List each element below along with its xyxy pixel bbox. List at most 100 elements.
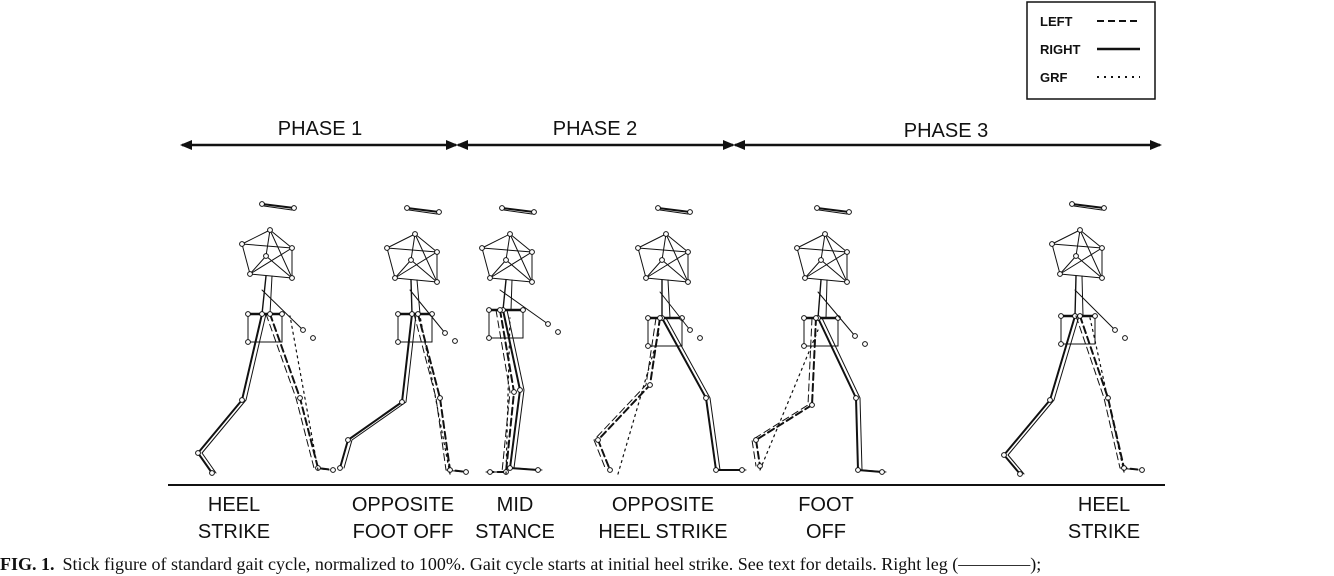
left-leg — [269, 313, 334, 471]
grf-vector — [289, 315, 319, 471]
event-6-line2: STRIKE — [1068, 521, 1140, 543]
thorax-segment — [386, 247, 396, 279]
left-leg-marker — [1077, 313, 1083, 319]
head-point — [1101, 205, 1107, 211]
spine-segment — [261, 275, 267, 315]
hand-marker — [852, 333, 858, 339]
thorax-marker — [1099, 245, 1105, 251]
left-leg-marker — [657, 315, 663, 321]
pelvis-marker — [486, 335, 492, 341]
thorax-segment — [505, 259, 533, 283]
pelvis-marker — [486, 307, 492, 313]
event-3-line2: STANCE — [475, 521, 555, 543]
thorax-segment — [645, 259, 663, 279]
phase-label-1: PHASE 1 — [278, 118, 362, 140]
thorax-marker — [434, 279, 440, 285]
right-leg-marker — [1017, 471, 1023, 477]
left-leg-marker — [437, 395, 443, 401]
right-leg-marker — [739, 467, 745, 473]
left-leg — [413, 313, 463, 473]
grf-vector — [759, 329, 819, 471]
left-leg — [1079, 315, 1143, 471]
thorax-segment — [820, 233, 826, 261]
left-leg-marker — [595, 437, 601, 443]
thorax-segment — [665, 233, 689, 253]
event-4-line1: OPPOSITE — [612, 494, 714, 516]
thorax-marker — [503, 257, 509, 263]
right-leg-marker — [399, 399, 405, 405]
event-1-line2: STRIKE — [198, 521, 270, 543]
legend-label-right: RIGHT — [1040, 42, 1081, 57]
thorax-marker — [794, 245, 800, 251]
arm-segment — [499, 289, 549, 325]
head-marker — [263, 205, 293, 211]
pelvis-marker — [279, 311, 285, 317]
thorax-segment — [1051, 243, 1103, 249]
left-leg-marker — [487, 469, 493, 475]
right-leg-marker — [1001, 452, 1007, 458]
thorax-segment — [269, 229, 293, 249]
stick-figure-6 — [1001, 201, 1145, 477]
arm-segment — [261, 289, 304, 331]
thorax-segment — [796, 247, 806, 279]
thorax-marker — [635, 245, 641, 251]
thorax-segment — [637, 233, 667, 249]
spine-segment — [667, 279, 671, 319]
event-6-line1: HEEL — [1078, 494, 1130, 516]
figure-caption-label: FIG. 1. — [0, 554, 55, 574]
stick-figure-3 — [479, 205, 561, 475]
left-leg-marker — [607, 467, 613, 473]
right-leg-marker — [345, 437, 351, 443]
right-leg-marker — [879, 469, 885, 475]
thorax-marker — [289, 275, 295, 281]
phase-label-3: PHASE 3 — [904, 120, 988, 142]
right-leg — [821, 317, 887, 473]
thorax-marker — [1049, 241, 1055, 247]
spine-segment — [410, 279, 413, 315]
thorax-segment — [269, 229, 293, 279]
thorax-segment — [414, 233, 438, 253]
arm-segment — [817, 291, 856, 337]
thorax-segment — [489, 277, 533, 283]
head-point — [291, 205, 297, 211]
right-leg — [1007, 315, 1080, 475]
right-leg — [197, 313, 263, 474]
event-3-line1: MID — [497, 494, 534, 516]
pelvis-marker — [645, 343, 651, 349]
head-marker — [261, 203, 295, 209]
left-leg — [597, 317, 661, 471]
thorax-marker — [267, 227, 273, 233]
thorax-segment — [241, 229, 271, 245]
thorax-segment — [394, 277, 438, 283]
head-marker — [657, 207, 691, 213]
thorax-segment — [509, 233, 533, 253]
elbow-marker — [310, 335, 316, 341]
right-leg — [201, 313, 267, 474]
pelvis-marker — [645, 315, 651, 321]
thorax-segment — [394, 259, 412, 279]
left-leg — [593, 317, 657, 471]
thorax-marker — [802, 275, 808, 281]
head-point — [499, 205, 505, 211]
grf-vector — [505, 317, 511, 475]
thorax-segment — [1059, 255, 1077, 275]
thorax-marker — [529, 249, 535, 255]
left-leg-marker — [511, 389, 517, 395]
arm-segment — [1074, 289, 1116, 331]
head-marker — [1071, 203, 1105, 209]
event-4-line2: HEEL STRIKE — [598, 521, 727, 543]
arm-segment — [409, 289, 446, 334]
thorax-marker — [263, 253, 269, 259]
thorax-segment — [505, 233, 511, 261]
thorax-segment — [241, 243, 293, 249]
spine-segment — [502, 279, 507, 311]
head-marker — [659, 209, 689, 215]
left-leg — [485, 309, 511, 473]
thorax-marker — [392, 275, 398, 281]
head-point — [814, 205, 820, 211]
left-leg-marker — [267, 311, 273, 317]
elbow-marker — [697, 335, 703, 341]
event-2-line1: OPPOSITE — [352, 494, 454, 516]
thorax-marker — [479, 245, 485, 251]
left-leg-marker — [753, 437, 759, 443]
